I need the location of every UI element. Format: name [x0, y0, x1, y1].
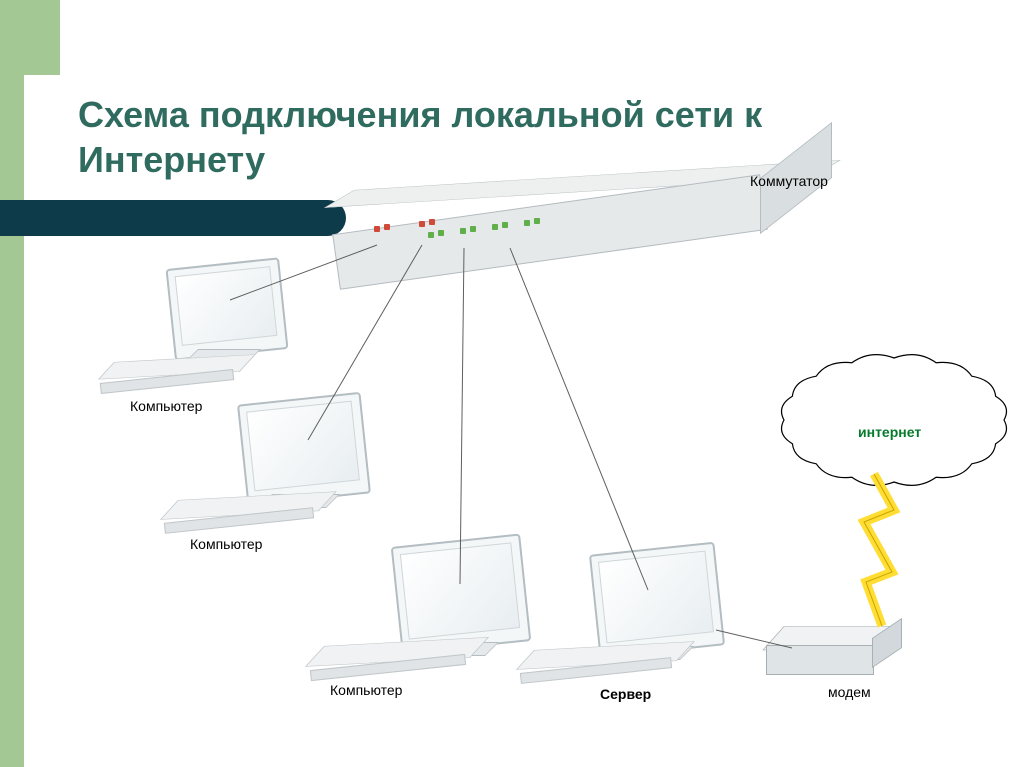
switch-port [534, 218, 540, 224]
pc3-label: Компьютер [330, 682, 402, 698]
connection-switch-pc3 [460, 248, 464, 584]
switch-port [438, 230, 444, 236]
pc2-label: Компьютер [190, 536, 262, 552]
internet-cloud-icon [782, 355, 1007, 486]
switch-port [502, 222, 508, 228]
switch-port [374, 226, 380, 232]
lightning-icon [864, 474, 894, 626]
pc1-label: Компьютер [130, 398, 202, 414]
srv-label: Сервер [600, 686, 651, 702]
switch-port [492, 224, 498, 230]
internet-label: интернет [858, 424, 921, 440]
switch-label: Коммутатор [750, 173, 828, 189]
switch-port [524, 220, 530, 226]
switch-port [384, 224, 390, 230]
network-diagram: Коммутатор Компьютер Компьютер Компьютер Се… [24, 0, 1024, 767]
sidebar-decoration-rest [0, 75, 24, 767]
switch-port [428, 232, 434, 238]
switch-port [419, 221, 425, 227]
switch-port [460, 228, 466, 234]
modem-label: модем [828, 684, 871, 700]
connection-switch-srv [510, 248, 648, 590]
slide: Схема подключения локальной сети к Интер… [0, 0, 1024, 767]
switch-port [470, 226, 476, 232]
switch-port [429, 219, 435, 225]
